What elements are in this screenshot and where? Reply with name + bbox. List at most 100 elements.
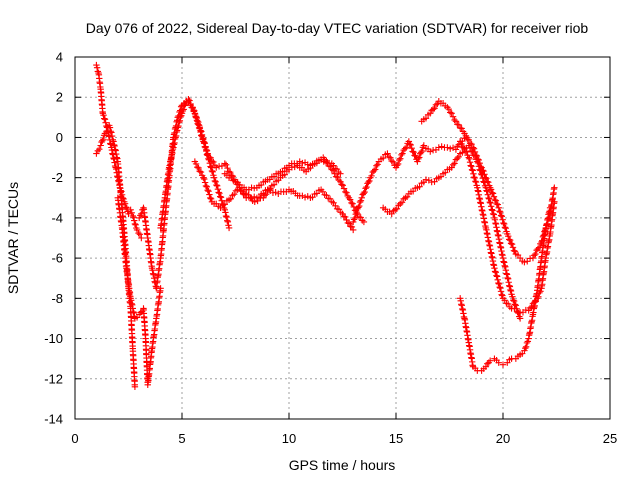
- data-point: [136, 231, 144, 238]
- data-point: [254, 197, 261, 205]
- data-point: [403, 144, 410, 151]
- data-point: [191, 110, 199, 118]
- data-point: [358, 194, 365, 201]
- x-tick-label: 10: [282, 431, 296, 446]
- data-point: [106, 124, 114, 131]
- data-point: [175, 118, 183, 126]
- data-point: [96, 145, 103, 153]
- data-point: [359, 217, 366, 224]
- data-point: [449, 113, 457, 120]
- y-tick-label: -12: [44, 371, 63, 386]
- data-point: [122, 262, 130, 270]
- data-point: [498, 291, 505, 298]
- data-point: [300, 166, 308, 174]
- data-point: [496, 284, 503, 291]
- data-point: [230, 177, 237, 184]
- data-point: [176, 117, 184, 125]
- data-point: [493, 272, 500, 279]
- data-point: [345, 220, 353, 227]
- data-point: [469, 167, 476, 174]
- data-point: [201, 139, 209, 147]
- data-point: [133, 314, 141, 321]
- data-point: [348, 199, 355, 207]
- data-point: [526, 255, 534, 262]
- y-tick-label: -14: [44, 412, 63, 427]
- data-point: [99, 108, 106, 116]
- data-point: [340, 185, 348, 192]
- data-point: [497, 284, 504, 292]
- data-point: [455, 121, 462, 129]
- data-point: [448, 110, 455, 117]
- data-point: [205, 153, 213, 161]
- data-point: [362, 185, 369, 192]
- data-point: [492, 269, 499, 276]
- data-point: [215, 189, 222, 196]
- data-point: [485, 195, 493, 203]
- data-point: [459, 149, 466, 156]
- data-point: [190, 106, 197, 114]
- data-point: [467, 162, 474, 169]
- data-point: [437, 173, 445, 180]
- data-point: [485, 359, 492, 366]
- data-point: [352, 210, 359, 218]
- data-point: [503, 270, 510, 277]
- data-point: [131, 381, 138, 388]
- data-point: [534, 245, 542, 253]
- data-point: [506, 283, 514, 290]
- data-point: [475, 156, 482, 164]
- data-point: [132, 221, 139, 228]
- data-point: [211, 162, 219, 169]
- data-point: [379, 154, 387, 162]
- data-point: [452, 118, 460, 125]
- data-point: [325, 159, 333, 167]
- data-point: [407, 141, 414, 149]
- data-point: [542, 257, 549, 264]
- data-point: [445, 105, 452, 113]
- data-point: [97, 142, 104, 149]
- data-point: [429, 106, 437, 113]
- series-prn-k: [457, 204, 554, 374]
- data-point: [293, 160, 301, 167]
- data-point: [507, 286, 514, 294]
- data-point: [482, 222, 489, 230]
- data-point: [124, 208, 131, 215]
- data-point: [480, 167, 487, 175]
- data-point: [304, 161, 311, 168]
- data-point: [442, 102, 449, 109]
- data-point: [207, 154, 214, 161]
- data-point: [127, 293, 134, 300]
- data-point: [344, 192, 351, 200]
- data-point: [471, 365, 479, 372]
- data-point: [506, 356, 513, 363]
- data-point: [492, 197, 500, 204]
- data-point: [459, 143, 466, 151]
- data-point: [502, 263, 509, 270]
- data-point: [192, 160, 200, 168]
- data-point: [510, 247, 518, 254]
- data-point: [497, 212, 505, 219]
- data-point: [472, 178, 480, 186]
- data-point: [424, 145, 432, 153]
- data-point: [431, 105, 438, 112]
- data-point: [207, 194, 214, 202]
- data-point: [203, 183, 211, 191]
- data-point: [240, 184, 248, 191]
- data-point: [210, 172, 217, 179]
- data-point: [138, 234, 145, 242]
- data-point: [399, 150, 406, 157]
- data-point: [438, 143, 445, 150]
- data-point: [488, 189, 496, 196]
- data-point: [502, 225, 509, 232]
- data-point: [346, 196, 354, 203]
- data-point: [213, 182, 221, 190]
- data-point: [493, 200, 501, 208]
- data-point: [181, 102, 188, 109]
- data-point: [203, 147, 211, 154]
- series-prn-c: [114, 194, 164, 389]
- data-point: [356, 198, 364, 206]
- data-point: [419, 144, 427, 151]
- data-point: [461, 147, 469, 155]
- data-point: [454, 155, 461, 162]
- data-point: [418, 147, 426, 155]
- data-point: [315, 187, 323, 194]
